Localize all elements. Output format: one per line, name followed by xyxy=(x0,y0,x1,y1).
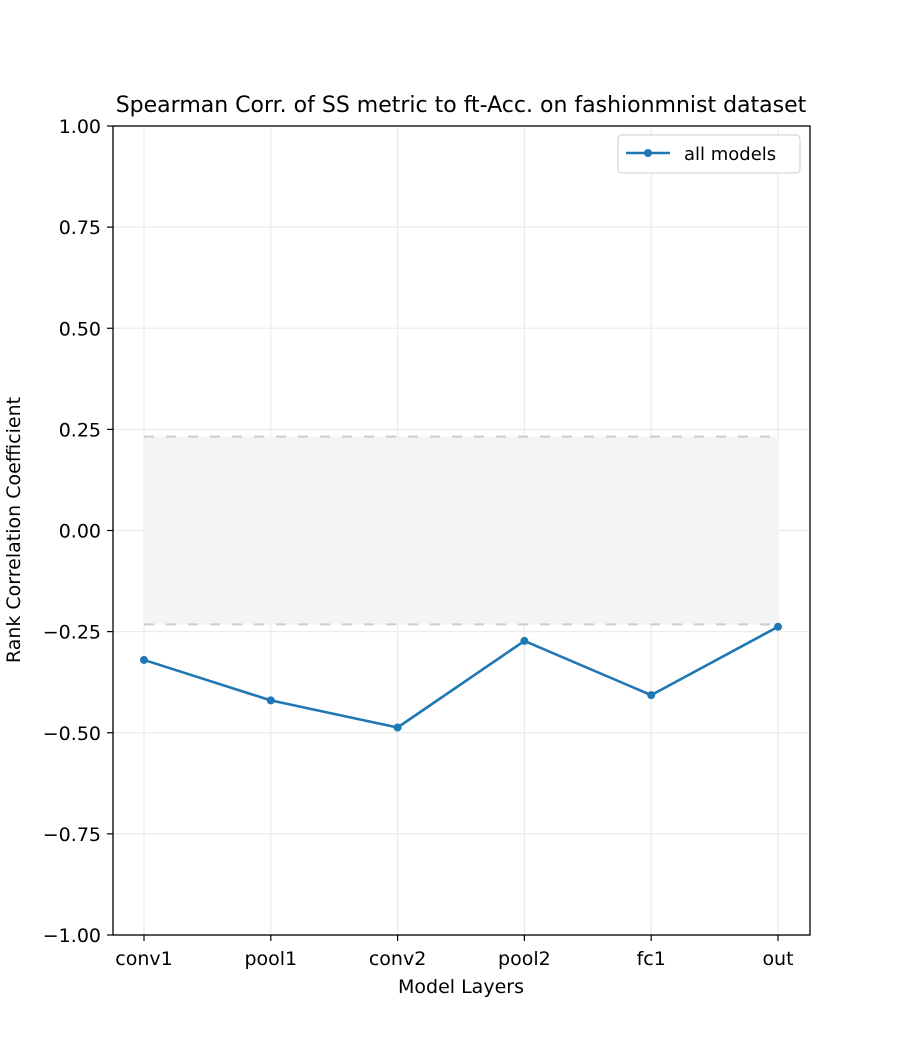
series-line-0 xyxy=(143,625,779,729)
band-fill xyxy=(144,436,778,625)
x-tick-label-fc1: fc1 xyxy=(637,948,666,970)
y-tick-label: 0.75 xyxy=(59,217,101,239)
y-tick-label: −0.25 xyxy=(43,622,101,644)
data-point-pool2 xyxy=(520,636,529,645)
y-tick-label: −0.75 xyxy=(43,824,101,846)
legend-marker-swatch xyxy=(644,149,652,157)
x-axis-label: Model Layers xyxy=(398,976,524,998)
y-axis-label: Rank Correlation Coefficient xyxy=(3,397,25,663)
y-tick-label: −0.50 xyxy=(43,723,101,745)
x-tick-label-out: out xyxy=(762,948,793,970)
y-tick-label: 0.25 xyxy=(59,419,101,441)
x-tick-label-pool2: pool2 xyxy=(498,948,551,970)
data-point-conv2 xyxy=(393,723,402,732)
legend: all models xyxy=(617,134,801,174)
y-tick-label: 1.00 xyxy=(59,116,101,138)
reference-band xyxy=(144,435,778,626)
legend-entry-all-models: all models xyxy=(684,144,776,165)
series-layer xyxy=(140,622,782,732)
y-tick-label: 0.50 xyxy=(59,318,101,340)
chart-title: Spearman Corr. of SS metric to ft-Acc. o… xyxy=(116,93,807,118)
x-axis-ticks: conv1 pool1 conv2 pool2 fc1 out xyxy=(115,935,794,970)
data-point-out xyxy=(774,622,782,631)
data-point-conv1 xyxy=(140,655,148,664)
data-point-fc1 xyxy=(647,691,656,700)
y-tick-label: 0.00 xyxy=(59,521,101,543)
x-tick-label-conv1: conv1 xyxy=(115,948,172,970)
x-tick-label-conv2: conv2 xyxy=(369,948,426,970)
y-tick-label: −1.00 xyxy=(43,925,101,947)
data-point-pool1 xyxy=(266,696,275,705)
legend-box xyxy=(617,134,801,174)
y-axis-ticks: 1.00 0.75 0.50 0.25 0.00 −0.25 −0.50 −0.75 −1.00 xyxy=(43,116,113,947)
x-tick-label-pool1: pool1 xyxy=(244,948,297,970)
